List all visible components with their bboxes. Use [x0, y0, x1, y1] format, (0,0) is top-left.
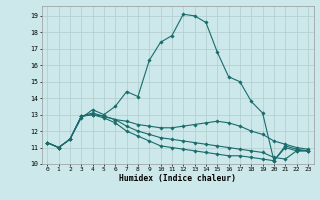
- X-axis label: Humidex (Indice chaleur): Humidex (Indice chaleur): [119, 174, 236, 183]
